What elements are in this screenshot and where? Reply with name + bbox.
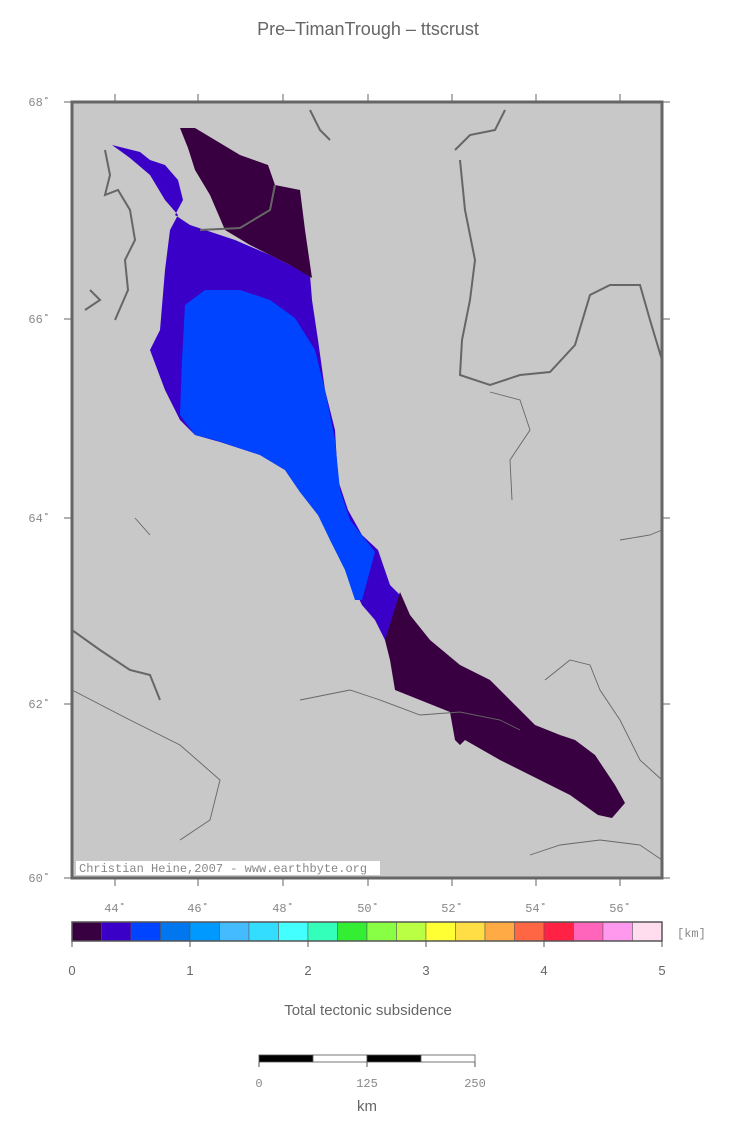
colorbar-swatch: [632, 921, 663, 942]
colorbar-label: Total tectonic subsidence: [284, 1002, 452, 1019]
colorbar-tick-label: 5: [658, 963, 665, 978]
lat-label: 66˚: [28, 313, 50, 327]
colorbar-swatch: [248, 921, 279, 942]
colorbar-swatch: [71, 921, 102, 942]
colorbar-swatch: [455, 921, 486, 942]
region-dark: [180, 128, 312, 278]
colorbar-swatch: [337, 921, 368, 942]
colorbar-tick-label: 2: [304, 963, 311, 978]
colorbar-swatch: [573, 921, 604, 942]
colorbar-swatch: [160, 921, 191, 942]
scale-tick-label: 125: [356, 1077, 378, 1091]
colorbar-swatch: [278, 921, 309, 942]
lat-label: 68˚: [28, 96, 50, 110]
credit-box: [76, 861, 380, 875]
scale-tick-label: 250: [464, 1077, 486, 1091]
colorbar-swatch: [543, 921, 574, 942]
colorbar-swatch: [396, 921, 427, 942]
lat-label: 60˚: [28, 872, 50, 886]
colorbar-swatch: [101, 921, 132, 942]
lon-label: 48˚: [272, 902, 294, 916]
title: Pre–TimanTrough – ttscrust: [257, 19, 479, 39]
scale-segment: [312, 1054, 368, 1063]
colorbar-swatch: [425, 921, 456, 942]
lon-label: 56˚: [609, 902, 631, 916]
river: [71, 391, 663, 861]
colorbar-swatch: [219, 921, 250, 942]
lon-label: 44˚: [104, 902, 126, 916]
scale-segment: [258, 1054, 314, 1063]
coastline: [71, 109, 663, 701]
colorbar-swatch: [307, 921, 338, 942]
lon-label: 50˚: [357, 902, 379, 916]
lat-label: 62˚: [28, 698, 50, 712]
region-blue: [180, 290, 375, 600]
scale-unit: km: [357, 1098, 377, 1115]
scale-segment: [366, 1054, 422, 1063]
credit: Christian Heine,2007 - www.earthbyte.org: [79, 862, 367, 876]
map-frame: [70, 100, 664, 880]
colorbar-unit: [km]: [677, 927, 706, 941]
lat-label: 64˚: [28, 512, 50, 526]
colorbar-frame: [71, 921, 663, 942]
colorbar-swatch: [189, 921, 220, 942]
scale-segment: [420, 1054, 476, 1063]
colorbar-swatch: [514, 921, 545, 942]
colorbar-tick-label: 1: [186, 963, 193, 978]
lon-label: 46˚: [187, 902, 209, 916]
colorbar-tick-label: 4: [540, 963, 547, 978]
map: Christian Heine,2007 - www.earthbyte.org: [70, 100, 664, 880]
lon-label: 52˚: [441, 902, 463, 916]
colorbar-swatch: [484, 921, 515, 942]
region-dark: [385, 592, 625, 818]
colorbar-tick-label: 0: [68, 963, 75, 978]
colorbar-swatch: [366, 921, 397, 942]
scale-tick-label: 0: [255, 1077, 262, 1091]
colorbar-tick-label: 3: [422, 963, 429, 978]
colorbar-swatch: [130, 921, 161, 942]
colorbar-swatch: [602, 921, 633, 942]
lon-label: 54˚: [525, 902, 547, 916]
